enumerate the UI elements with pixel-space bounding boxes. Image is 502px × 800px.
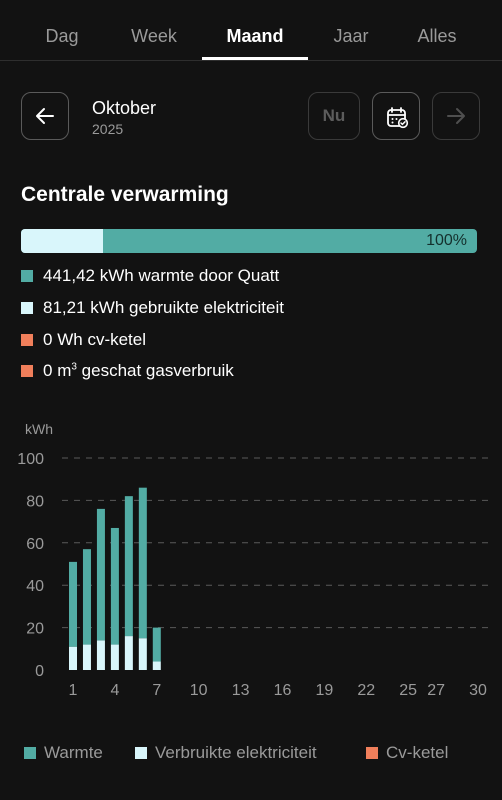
period-title: Oktober — [92, 98, 157, 118]
boiler-text: cv-ketel — [87, 330, 147, 349]
now-button[interactable]: Nu — [308, 92, 360, 140]
x-tick-label: 16 — [274, 682, 292, 699]
x-tick-label: 22 — [357, 682, 375, 699]
previous-period-button[interactable] — [21, 92, 69, 140]
boiler-unit: Wh — [57, 330, 83, 349]
x-tick-label: 7 — [152, 682, 161, 699]
y-tick-label: 80 — [26, 493, 44, 510]
bar-segment — [82, 644, 91, 670]
y-tick-label: 60 — [26, 536, 44, 553]
tab-week[interactable]: Week — [131, 26, 177, 46]
bar-segment — [110, 644, 119, 670]
tab-jaar[interactable]: Jaar — [333, 26, 369, 46]
electricity-text: gebruikte elektriciteit — [129, 298, 284, 317]
chart-legend-boiler: Cv-ketel — [366, 743, 448, 763]
legend-gas: 0 m3 geschat gasverbruik — [21, 361, 234, 381]
bar-segment — [152, 661, 161, 670]
bar-segment — [96, 640, 105, 670]
bar-segment — [96, 508, 105, 641]
progress-label: 100% — [426, 232, 467, 249]
tab-dag[interactable]: Dag — [45, 26, 79, 46]
bar-segment — [110, 527, 119, 645]
chart-legend-label: Warmte — [44, 743, 103, 762]
legend-swatch — [21, 334, 33, 346]
active-tab-indicator — [202, 57, 308, 60]
calendar-check-icon — [387, 107, 409, 129]
legend-swatch — [135, 747, 147, 759]
y-tick-label: 0 — [35, 663, 44, 680]
calendar-button[interactable] — [372, 92, 420, 140]
legend-swatch — [21, 302, 33, 314]
bar-segment — [152, 627, 161, 662]
y-axis-label: kWh — [25, 421, 53, 437]
y-tick-label: 40 — [26, 578, 44, 595]
x-tick-label: 27 — [427, 682, 445, 699]
legend-swatch — [366, 747, 378, 759]
x-tick-label: 30 — [469, 682, 487, 699]
legend-swatch — [24, 747, 36, 759]
chart-legend-heat: Warmte — [24, 743, 103, 763]
chart-legend-label: Cv-ketel — [386, 743, 449, 762]
bar-segment — [69, 561, 77, 647]
electricity-unit: kWh — [90, 298, 125, 317]
bar-segment — [69, 646, 77, 670]
arrow-right-icon — [447, 108, 465, 124]
y-tick-label: 100 — [17, 451, 44, 468]
bar-segment — [82, 549, 91, 645]
heat-unit: kWh — [99, 266, 134, 285]
x-tick-label: 13 — [232, 682, 250, 699]
electricity-value: 81,21 — [43, 298, 86, 317]
heat-value: 441,42 — [43, 266, 95, 285]
chart-legend-label: Verbruikte elektriciteit — [155, 743, 317, 762]
x-tick-label: 10 — [190, 682, 208, 699]
x-tick-label: 4 — [110, 682, 119, 699]
bar-segment — [124, 636, 133, 670]
electricity-share-fill — [21, 229, 104, 253]
legend-boiler: 0 Wh cv-ketel — [21, 330, 146, 350]
section-title: Centrale verwarming — [21, 183, 229, 206]
x-tick-label: 1 — [69, 682, 78, 699]
bar-segment — [124, 496, 133, 637]
legend-swatch — [21, 270, 33, 282]
heat-text: warmte door Quatt — [138, 266, 280, 285]
tab-maand[interactable]: Maand — [226, 26, 284, 46]
bar-segment — [138, 487, 147, 639]
x-tick-label: 19 — [315, 682, 333, 699]
gas-unit: m — [57, 361, 72, 380]
gas-value: 0 — [43, 361, 53, 380]
x-tick-label: 25 — [399, 682, 417, 699]
tab-alles[interactable]: Alles — [417, 26, 457, 46]
period-year: 2025 — [92, 121, 124, 137]
legend-heat: 441,42 kWh warmte door Quatt — [21, 266, 279, 286]
legend-electricity: 81,21 kWh gebruikte elektriciteit — [21, 298, 284, 318]
gas-text: geschat gasverbruik — [81, 361, 234, 380]
gas-unit-sup: 3 — [71, 361, 77, 373]
energy-bar-chart: kWh 0 20 40 60 80 100 1 4 7 10 13 16 19 22 25 27 30 — [17, 421, 488, 699]
boiler-value: 0 — [43, 330, 53, 349]
heating-share-bar: 100% — [21, 229, 477, 253]
arrow-left-icon — [36, 108, 54, 124]
next-period-button[interactable] — [432, 92, 480, 140]
legend-swatch — [21, 365, 33, 377]
period-tabs: Dag Week Maand Jaar Alles — [0, 0, 502, 61]
chart-legend-electricity: Verbruikte elektriciteit — [135, 743, 317, 763]
y-tick-label: 20 — [26, 621, 44, 638]
bar-segment — [138, 638, 147, 670]
